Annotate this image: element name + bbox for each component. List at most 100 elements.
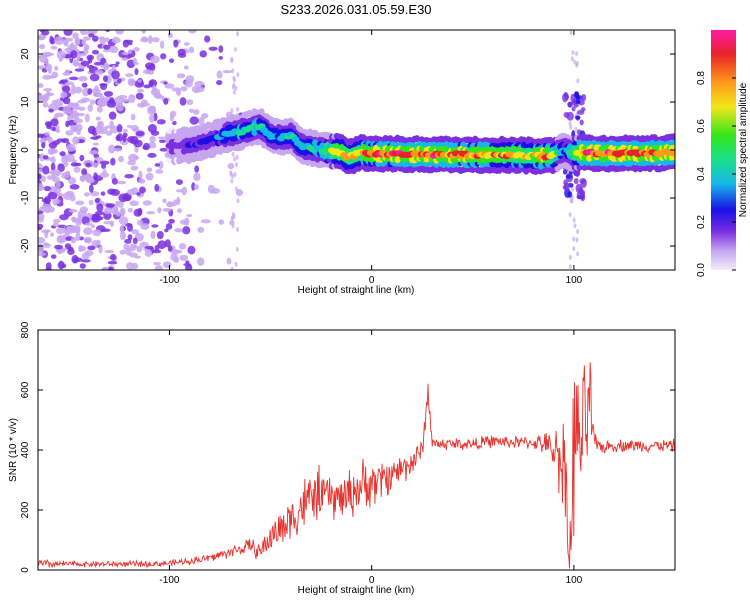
noise-speckle xyxy=(176,73,186,79)
noise-speckle xyxy=(178,243,187,250)
noise-speckle xyxy=(176,208,183,214)
noise-speckle xyxy=(147,123,157,133)
noise-speckle xyxy=(164,83,175,89)
noise-speckle xyxy=(54,244,64,250)
disturbance-blob xyxy=(571,106,576,112)
noise-speckle xyxy=(124,173,134,179)
noise-speckle xyxy=(65,120,70,128)
noise-speckle xyxy=(74,86,83,94)
streak-speckle xyxy=(231,173,235,179)
streak-speckle xyxy=(230,215,234,221)
noise-speckle xyxy=(146,211,156,215)
noise-speckle xyxy=(58,100,64,107)
y-tick-label: 0 xyxy=(20,567,31,573)
noise-speckle xyxy=(185,264,193,270)
noise-speckle xyxy=(45,267,52,270)
y-tick-label: 20 xyxy=(20,48,31,60)
noise-speckle xyxy=(79,263,86,269)
spectrogram-x-label: Height of straight line (km) xyxy=(298,285,415,296)
noise-speckle xyxy=(110,253,117,261)
noise-speckle xyxy=(55,98,61,108)
noise-speckle xyxy=(151,37,160,43)
noise-speckle xyxy=(44,121,52,127)
noise-speckle xyxy=(55,129,61,133)
noise-speckle xyxy=(62,97,71,105)
noise-speckle xyxy=(127,188,136,196)
noise-speckle xyxy=(120,209,125,218)
noise-speckle xyxy=(83,47,89,55)
colorbar-tick-label: 0.0 xyxy=(696,263,707,277)
noise-speckle xyxy=(50,118,59,127)
noise-speckle xyxy=(68,76,79,81)
noise-speckle xyxy=(73,259,79,263)
streak-speckle xyxy=(569,30,573,36)
noise-speckle xyxy=(90,136,99,140)
noise-speckle xyxy=(201,113,209,119)
noise-speckle xyxy=(71,159,77,163)
noise-speckle xyxy=(44,208,51,214)
disturbance-blob xyxy=(565,174,573,179)
noise-speckle xyxy=(235,189,244,197)
snr-y-ticks: 0 200 400 600 800 xyxy=(20,321,675,573)
noise-speckle xyxy=(194,165,200,173)
x-tick-label: -100 xyxy=(159,575,179,586)
noise-speckle xyxy=(70,236,77,244)
noise-speckle xyxy=(120,98,131,103)
disturbance-blob xyxy=(579,178,586,185)
disturbance-blob xyxy=(573,178,579,185)
noise-speckle xyxy=(131,229,139,235)
noise-speckle xyxy=(59,151,66,157)
noise-speckle xyxy=(150,55,160,64)
noise-speckle xyxy=(147,105,156,115)
noise-speckle xyxy=(42,95,49,103)
streak-speckle xyxy=(574,126,578,132)
noise-speckle xyxy=(119,249,127,255)
noise-speckle xyxy=(118,155,124,163)
streak-speckle xyxy=(572,236,576,242)
noise-speckle xyxy=(130,262,139,270)
spectrogram-y-label: Frequency (Hz) xyxy=(8,116,19,185)
noise-speckle xyxy=(98,245,103,254)
noise-speckle xyxy=(39,44,46,50)
noise-speckle xyxy=(99,160,110,165)
noise-speckle xyxy=(127,234,133,241)
noise-speckle xyxy=(89,99,96,105)
streak-speckle xyxy=(231,223,235,229)
noise-speckle xyxy=(183,42,190,46)
noise-speckle xyxy=(130,124,139,131)
noise-speckle xyxy=(47,157,53,161)
noise-speckle xyxy=(65,69,71,74)
ridge-cell xyxy=(670,150,675,157)
noise-speckle xyxy=(49,35,54,44)
noise-speckle xyxy=(109,220,115,227)
noise-speckle xyxy=(45,136,52,141)
noise-speckle xyxy=(111,36,121,44)
disturbance-blob xyxy=(574,91,579,97)
colorbar-label: Normalized spectral amplitude xyxy=(738,82,749,217)
noise-speckle xyxy=(69,194,76,202)
noise-speckle xyxy=(150,230,156,240)
streak-speckle xyxy=(235,246,239,252)
noise-speckle xyxy=(49,148,59,154)
noise-speckle xyxy=(50,162,56,172)
noise-speckle xyxy=(84,113,90,123)
streak-speckle xyxy=(236,72,240,78)
noise-speckle xyxy=(156,119,166,125)
noise-speckle xyxy=(73,118,83,124)
noise-speckle xyxy=(92,142,99,146)
noise-speckle xyxy=(116,133,123,142)
noise-speckle xyxy=(44,52,55,57)
noise-speckle xyxy=(192,109,200,115)
noise-speckle xyxy=(171,87,182,92)
noise-speckle xyxy=(61,85,71,93)
y-tick-label: -20 xyxy=(20,238,31,253)
noise-speckle xyxy=(102,48,111,53)
streak-speckle xyxy=(234,162,238,168)
streak-speckle xyxy=(575,51,579,57)
noise-speckle xyxy=(129,200,139,207)
noise-speckle xyxy=(144,245,154,250)
noise-speckle xyxy=(90,224,95,229)
streak-speckle xyxy=(570,56,574,62)
noise-speckle xyxy=(135,131,145,137)
noise-speckle xyxy=(167,32,173,39)
